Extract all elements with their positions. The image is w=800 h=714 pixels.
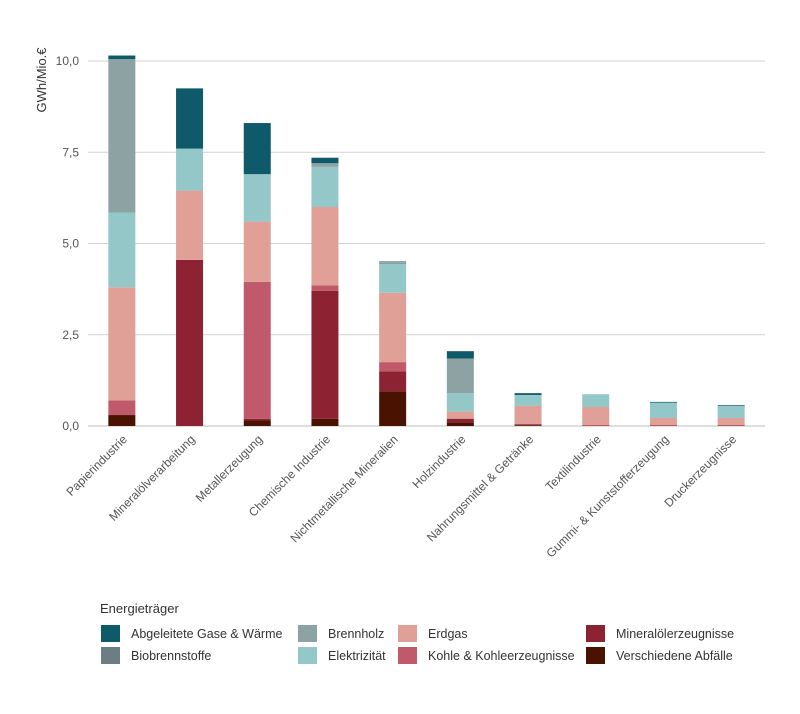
bar-segment (243, 281, 271, 419)
bar-segment (379, 263, 407, 293)
bar-segment (446, 351, 474, 359)
legend-item-label: Mineralölerzeugnisse (616, 627, 734, 641)
x-category-label: Metallerzeugung (193, 432, 266, 505)
x-category-label: Druckerzeugnisse (661, 432, 739, 510)
bar-segment (514, 393, 542, 395)
bar-segment (582, 394, 610, 408)
y-axis-title: GWh/Mio.€ (34, 47, 49, 113)
bar-segment (582, 407, 610, 426)
bar-segment (514, 424, 542, 426)
legend: Energieträger Abgeleitete Gase & Wärme Bi… (100, 601, 734, 664)
x-category-label: Nichtmetallische Mineralien (288, 432, 401, 545)
bar-segment (446, 422, 474, 426)
legend-item-label: Erdgas (428, 627, 468, 641)
x-category-label: Textilindustrie (543, 432, 605, 494)
bar-segment (311, 166, 339, 207)
bar-segment (514, 425, 542, 426)
legend-item-label: Biobrennstoffe (131, 649, 211, 663)
bar-segment (717, 405, 745, 418)
bar-segment (717, 417, 745, 426)
y-tick-label: 10,0 (56, 54, 80, 68)
x-axis-labels: PapierindustrieMineralölverarbeitungMeta… (63, 432, 739, 560)
bar-segment (446, 393, 474, 412)
bar-segment (108, 55, 136, 60)
bar-segment (514, 394, 542, 406)
legend-item-label: Verschiedene Abfälle (616, 649, 733, 663)
bar-segment (717, 405, 745, 406)
bar-segment (514, 405, 542, 425)
bar-segment (311, 418, 339, 426)
bar-segment (176, 190, 204, 260)
legend-swatch (398, 647, 417, 664)
bar-segment (176, 259, 204, 426)
legend-swatch (398, 625, 417, 642)
legend-item-label: Elektrizität (328, 649, 386, 663)
bar-segment (176, 88, 204, 149)
bar-segment (176, 148, 204, 191)
y-tick-label: 5,0 (62, 237, 79, 251)
bar-segment (649, 425, 677, 426)
legend-item-label: Abgeleitete Gase & Wärme (131, 627, 283, 641)
bar-segment (243, 418, 271, 421)
bar-segment (311, 285, 339, 291)
bar-segment (311, 290, 339, 419)
bars (108, 55, 745, 426)
y-tick-label: 0,0 (62, 419, 79, 433)
legend-swatch (586, 625, 605, 642)
bar-segment (649, 417, 677, 426)
bar-segment (108, 59, 136, 213)
bar-segment (379, 391, 407, 426)
bar-segment (446, 411, 474, 419)
bar-segment (108, 287, 136, 401)
bar-segment (243, 420, 271, 426)
bar-segment (243, 123, 271, 175)
bar-segment (311, 207, 339, 286)
bar-segment (649, 402, 677, 418)
bar-segment (243, 221, 271, 282)
x-category-label: Gummi- & Kunststofferzeugung (543, 432, 671, 560)
legend-swatch (101, 625, 120, 642)
bar-segment (379, 261, 407, 263)
bar-segment (108, 400, 136, 416)
legend-item-label: Brennholz (328, 627, 384, 641)
y-axis-ticks: 0,0 2,5 5,0 7,5 10,0 (56, 54, 80, 433)
bar-segment (243, 174, 271, 222)
bar-segment (717, 425, 745, 426)
bar-segment (311, 157, 339, 164)
x-category-label: Papierindustrie (63, 432, 130, 499)
y-tick-label: 2,5 (62, 328, 79, 342)
bar-segment (311, 163, 339, 167)
bar-segment (379, 292, 407, 363)
legend-swatch (298, 625, 317, 642)
x-category-label: Holzindustrie (410, 432, 469, 491)
bar-segment (108, 212, 136, 288)
bar-segment (446, 418, 474, 423)
bar-segment (108, 415, 136, 426)
bar-segment (379, 262, 407, 264)
legend-swatch (101, 647, 120, 664)
bar-segment (379, 371, 407, 392)
bar-segment (649, 401, 677, 403)
legend-swatch (298, 647, 317, 664)
y-tick-label: 7,5 (62, 145, 79, 159)
legend-item-label: Kohle & Kohleerzeugnisse (428, 649, 575, 663)
bar-segment (379, 362, 407, 372)
legend-swatch (586, 647, 605, 664)
bar-segment (446, 358, 474, 394)
bar-segment (582, 425, 610, 426)
legend-title: Energieträger (100, 601, 179, 616)
